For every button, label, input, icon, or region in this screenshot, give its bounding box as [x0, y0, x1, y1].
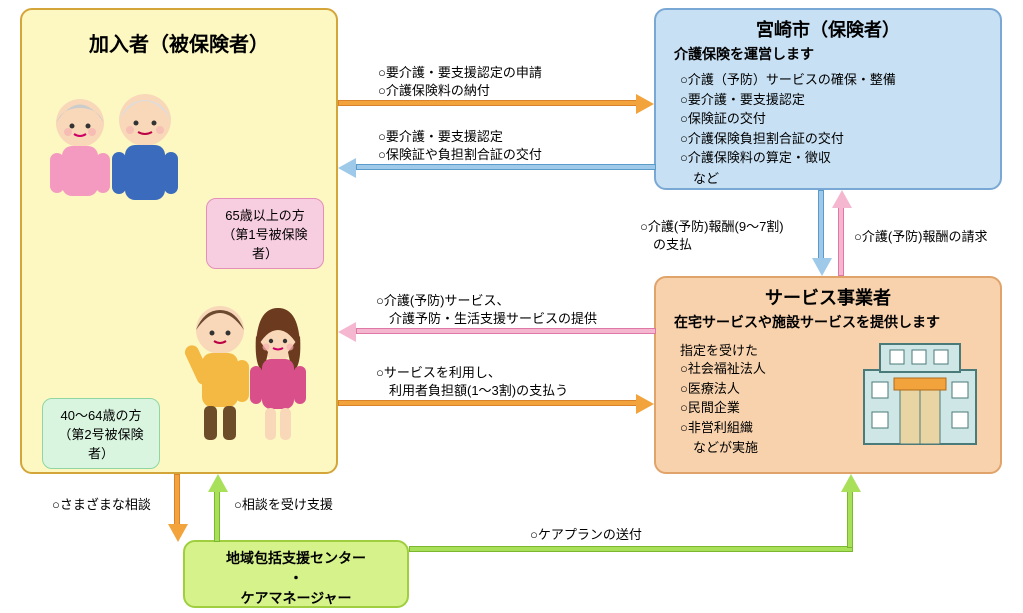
insurer-title: 宮崎市（保険者） — [656, 10, 1000, 42]
arrow-insurer-to-provider — [818, 190, 824, 260]
arrow-center-to-insured — [214, 490, 220, 542]
badge40-line2: （第2号被保険者） — [53, 424, 149, 462]
label-a2-l2: ○保険証や負担割合証の交付 — [378, 144, 542, 163]
label-a5-l1: ○介護(予防)サービス、 — [376, 290, 510, 309]
insurer-box: 宮崎市（保険者） 介護保険を運営します 介護（予防）サービスの確保・整備 要介護… — [654, 8, 1002, 190]
badge40-line1: 40～64歳の方 — [53, 405, 149, 424]
label-a5-l2: 介護予防・生活支援サービスの提供 — [376, 308, 597, 327]
arrowhead — [208, 474, 228, 492]
provider-title: サービス事業者 — [656, 278, 1000, 310]
arrow-insurer-to-insured — [356, 164, 656, 170]
label-a1-l1: ○要介護・要支援認定の申請 — [378, 62, 542, 81]
arrowhead — [168, 524, 188, 542]
label-a2-l1: ○要介護・要支援認定 — [378, 126, 503, 145]
center-line3: ケアマネージャー — [185, 588, 407, 608]
label-a4: ○介護(予防)報酬の請求 — [854, 226, 988, 245]
arrowhead — [832, 190, 852, 208]
insurer-item: 介護（予防）サービスの確保・整備 — [680, 70, 1000, 90]
younger-couple-illustration — [170, 290, 320, 450]
insured-title: 加入者（被保険者） — [22, 10, 336, 57]
provider-subtitle: 在宅サービスや施設サービスを提供します — [656, 310, 1000, 340]
insurer-subtitle: 介護保険を運営します — [656, 42, 1000, 70]
arrowhead — [812, 258, 832, 276]
insurer-item: 介護保険料の算定・徴収 — [680, 148, 1000, 168]
insurer-item: 保険証の交付 — [680, 109, 1000, 129]
badge65-line2: （第1号被保険者） — [217, 224, 313, 262]
label-a6-l1: ○サービスを利用し、 — [376, 362, 501, 381]
center-line1: 地域包括支援センター — [185, 548, 407, 568]
label-a9: ○ケアプランの送付 — [530, 524, 642, 543]
insurer-list: 介護（予防）サービスの確保・整備 要介護・要支援認定 保険証の交付 介護保険負担… — [656, 70, 1000, 168]
insurer-item: 要介護・要支援認定 — [680, 90, 1000, 110]
arrow-insured-to-provider — [338, 400, 638, 406]
label-a1-l2: ○介護保険料の納付 — [378, 80, 490, 99]
arrowhead — [338, 322, 356, 342]
arrowhead — [338, 158, 356, 178]
label-a3-l1: ○介護(予防)報酬(9～7割) — [640, 216, 784, 235]
label-a7: ○さまざまな相談 — [52, 494, 151, 513]
badge-65plus: 65歳以上の方 （第1号被保険者） — [206, 198, 324, 269]
label-a6-l2: 利用者負担額(1～3割)の支払う — [376, 380, 568, 399]
insurer-etc: など — [656, 168, 1000, 187]
center-line2: ・ — [185, 568, 407, 588]
arrowhead — [636, 394, 654, 414]
arrow-provider-to-insurer — [838, 206, 844, 276]
arrow-provider-to-insured — [356, 328, 656, 334]
building-illustration — [860, 340, 980, 450]
arrow-insured-to-center — [174, 474, 180, 526]
center-box: 地域包括支援センター ・ ケアマネージャー — [183, 540, 409, 608]
label-a3-l2: の支払 — [640, 234, 692, 253]
arrow-center-to-provider-v — [847, 490, 853, 548]
arrow-insured-to-insurer — [338, 100, 638, 106]
arrow-center-to-provider-h — [409, 546, 853, 552]
arrowhead — [841, 474, 861, 492]
arrowhead — [636, 94, 654, 114]
badge-40-64: 40～64歳の方 （第2号被保険者） — [42, 398, 160, 469]
elderly-couple-illustration — [40, 78, 190, 228]
label-a8: ○相談を受け支援 — [234, 494, 333, 513]
badge65-line1: 65歳以上の方 — [217, 205, 313, 224]
insurer-item: 介護保険負担割合証の交付 — [680, 129, 1000, 149]
